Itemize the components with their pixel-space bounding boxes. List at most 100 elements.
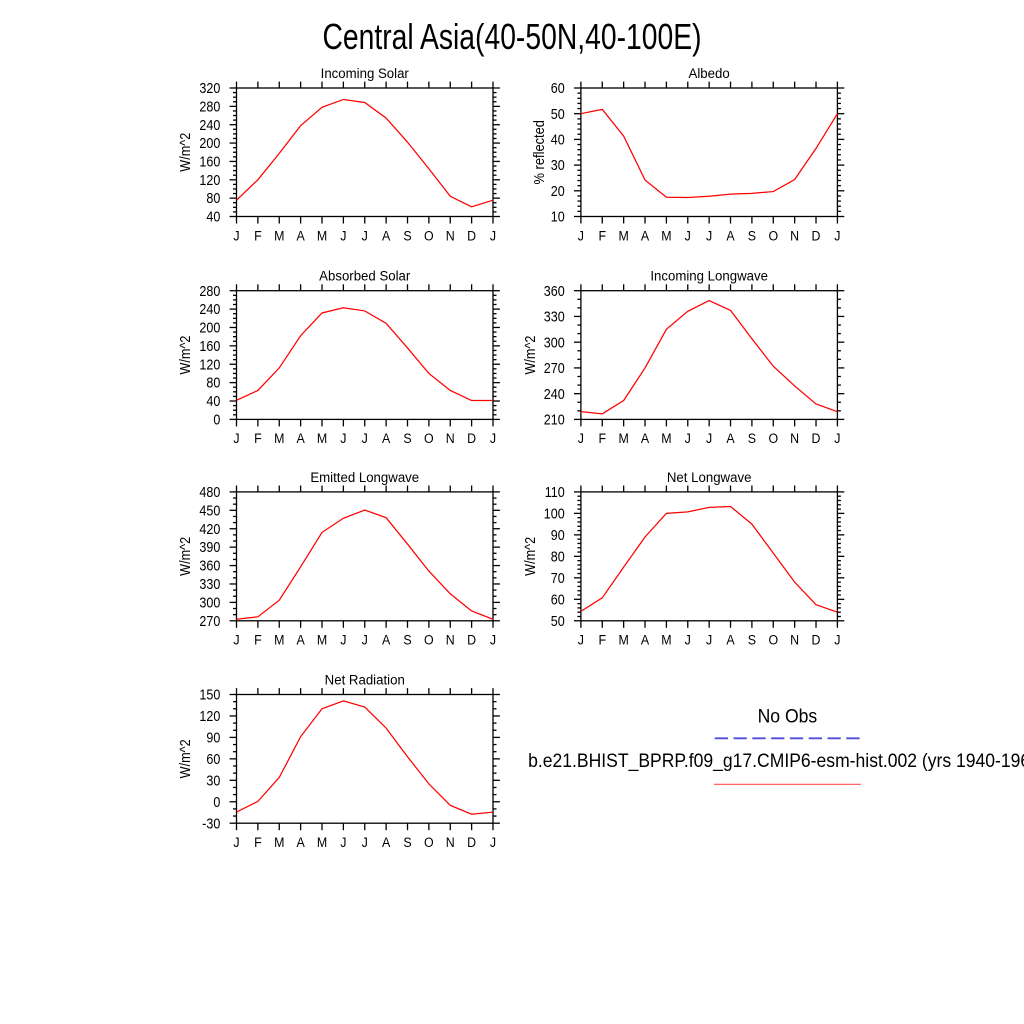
svg-text:J: J	[233, 227, 239, 243]
svg-text:O: O	[768, 430, 778, 446]
svg-text:D: D	[812, 632, 821, 648]
svg-text:J: J	[490, 430, 496, 446]
svg-text:S: S	[403, 632, 411, 648]
svg-text:N: N	[790, 430, 799, 446]
svg-text:240: 240	[544, 386, 565, 403]
svg-text:Emitted Longwave: Emitted Longwave	[310, 469, 419, 485]
svg-text:M: M	[274, 430, 284, 446]
svg-text:F: F	[254, 430, 262, 446]
svg-text:150: 150	[199, 687, 220, 704]
svg-text:N: N	[446, 834, 455, 850]
svg-text:330: 330	[544, 309, 565, 326]
svg-text:W/m^2: W/m^2	[178, 537, 194, 576]
svg-text:A: A	[296, 227, 305, 243]
svg-text:J: J	[706, 632, 712, 648]
svg-text:M: M	[317, 632, 327, 648]
svg-text:M: M	[661, 227, 671, 243]
svg-text:A: A	[382, 227, 391, 243]
svg-text:J: J	[362, 227, 368, 243]
svg-text:J: J	[340, 430, 346, 446]
svg-text:50: 50	[551, 106, 565, 123]
svg-text:360: 360	[199, 558, 220, 575]
svg-text:M: M	[317, 430, 327, 446]
svg-text:10: 10	[551, 209, 565, 226]
svg-text:80: 80	[206, 190, 220, 207]
svg-text:100: 100	[544, 505, 565, 522]
svg-text:A: A	[641, 430, 650, 446]
svg-text:F: F	[254, 227, 262, 243]
svg-text:J: J	[362, 632, 368, 648]
svg-text:J: J	[490, 632, 496, 648]
svg-text:J: J	[340, 632, 346, 648]
svg-text:M: M	[274, 632, 284, 648]
svg-text:J: J	[233, 632, 239, 648]
svg-text:M: M	[618, 632, 628, 648]
svg-text:J: J	[706, 227, 712, 243]
svg-text:Net Longwave: Net Longwave	[667, 469, 752, 485]
svg-text:A: A	[726, 227, 735, 243]
svg-text:J: J	[362, 430, 368, 446]
svg-text:A: A	[382, 430, 391, 446]
svg-text:A: A	[382, 834, 391, 850]
svg-text:A: A	[641, 632, 650, 648]
svg-text:S: S	[748, 227, 756, 243]
svg-text:-30: -30	[202, 815, 220, 832]
svg-text:% reflected: % reflected	[532, 120, 548, 185]
svg-text:J: J	[340, 227, 346, 243]
svg-text:J: J	[340, 834, 346, 850]
svg-text:A: A	[296, 632, 305, 648]
svg-text:A: A	[382, 632, 391, 648]
svg-text:160: 160	[199, 154, 220, 171]
svg-text:420: 420	[199, 521, 220, 538]
svg-text:W/m^2: W/m^2	[178, 133, 194, 172]
svg-text:40: 40	[206, 393, 220, 410]
svg-text:30: 30	[551, 157, 565, 174]
svg-text:120: 120	[199, 708, 220, 725]
svg-text:360: 360	[544, 283, 565, 300]
svg-text:Incoming Longwave: Incoming Longwave	[650, 268, 768, 284]
svg-text:J: J	[578, 227, 584, 243]
svg-text:A: A	[641, 227, 650, 243]
svg-text:J: J	[578, 632, 584, 648]
svg-text:30: 30	[206, 772, 220, 789]
svg-text:M: M	[618, 430, 628, 446]
svg-text:210: 210	[544, 412, 565, 429]
svg-text:W/m^2: W/m^2	[523, 537, 539, 576]
svg-text:W/m^2: W/m^2	[178, 336, 194, 375]
svg-text:300: 300	[199, 594, 220, 611]
svg-text:D: D	[467, 632, 476, 648]
svg-text:M: M	[661, 430, 671, 446]
svg-text:S: S	[403, 227, 411, 243]
svg-text:S: S	[403, 430, 411, 446]
svg-text:300: 300	[544, 334, 565, 351]
svg-text:J: J	[706, 430, 712, 446]
svg-text:F: F	[598, 430, 606, 446]
svg-text:0: 0	[213, 412, 220, 429]
svg-text:J: J	[685, 227, 691, 243]
svg-text:J: J	[834, 632, 840, 648]
svg-text:50: 50	[551, 613, 565, 630]
svg-text:N: N	[790, 227, 799, 243]
svg-text:N: N	[446, 430, 455, 446]
svg-text:J: J	[233, 834, 239, 850]
svg-text:O: O	[424, 834, 434, 850]
svg-text:40: 40	[551, 132, 565, 149]
svg-text:M: M	[661, 632, 671, 648]
svg-text:450: 450	[199, 502, 220, 519]
svg-text:Central Asia(40-50N,40-100E): Central Asia(40-50N,40-100E)	[323, 16, 702, 57]
svg-text:A: A	[726, 632, 735, 648]
svg-text:60: 60	[206, 751, 220, 768]
svg-text:D: D	[467, 227, 476, 243]
svg-text:N: N	[790, 632, 799, 648]
svg-text:F: F	[254, 632, 262, 648]
svg-text:J: J	[834, 227, 840, 243]
svg-text:J: J	[578, 430, 584, 446]
svg-text:70: 70	[551, 570, 565, 587]
svg-text:No Obs: No Obs	[758, 705, 818, 727]
svg-text:80: 80	[551, 548, 565, 565]
svg-text:M: M	[618, 227, 628, 243]
svg-text:J: J	[233, 430, 239, 446]
svg-text:F: F	[254, 834, 262, 850]
svg-text:270: 270	[199, 613, 220, 630]
svg-text:M: M	[274, 834, 284, 850]
